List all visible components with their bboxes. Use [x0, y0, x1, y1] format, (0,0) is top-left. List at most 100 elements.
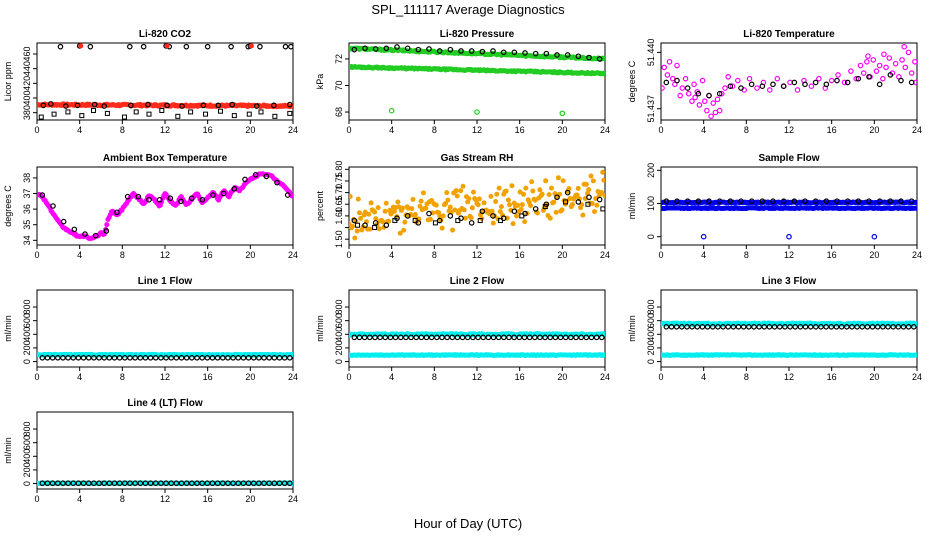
- data-point: [215, 102, 222, 109]
- data-point: [734, 77, 741, 84]
- x-tick-label: 16: [515, 372, 525, 382]
- y-tick-label: 70: [334, 80, 344, 90]
- data-point: [857, 62, 864, 69]
- data-point: [692, 94, 698, 101]
- x-tick-label: 16: [515, 250, 525, 260]
- data-point: [204, 480, 211, 487]
- data-point: [65, 355, 71, 361]
- data-point: [367, 226, 373, 232]
- data-point: [876, 62, 883, 69]
- data-point: [730, 323, 737, 330]
- data-point: [543, 50, 550, 57]
- data-point: [152, 355, 159, 361]
- x-tick-label: 0: [346, 372, 351, 382]
- data-point: [91, 107, 97, 113]
- data-point: [219, 355, 226, 361]
- data-point: [204, 355, 211, 361]
- x-tick-label: 12: [784, 125, 794, 135]
- data-point: [168, 355, 175, 361]
- data-point: [39, 355, 46, 361]
- data-point: [490, 334, 497, 341]
- data-point: [735, 323, 742, 330]
- data-point: [413, 334, 420, 341]
- x-tick-label: 12: [784, 250, 794, 260]
- data-point: [791, 79, 798, 86]
- y-tick-label: 800: [646, 300, 656, 315]
- data-point: [468, 48, 475, 54]
- data-point: [146, 196, 152, 203]
- panel-title: Line 4 (LT) Flow: [127, 398, 203, 409]
- data-point: [498, 204, 504, 210]
- data-point: [542, 204, 548, 210]
- data-point: [122, 480, 128, 487]
- data-point: [855, 198, 862, 204]
- x-tick-label: 20: [869, 125, 879, 135]
- data-point: [547, 334, 554, 341]
- x-tick-label: 24: [912, 125, 922, 135]
- data-point: [256, 480, 262, 487]
- data-point: [560, 178, 566, 184]
- data-point: [586, 187, 592, 193]
- data-point: [864, 58, 870, 65]
- data-point: [468, 220, 475, 226]
- data-point: [447, 46, 454, 53]
- data-point: [802, 198, 808, 204]
- data-point: [394, 44, 400, 50]
- y-tick-label: 600: [334, 313, 344, 328]
- data-point: [599, 189, 605, 195]
- x-tick-label: 12: [784, 372, 794, 382]
- data-point: [163, 355, 169, 361]
- data-point: [395, 199, 401, 205]
- y-tick-label: 35: [22, 220, 32, 230]
- data-point: [256, 355, 262, 361]
- y-tick-label: 0: [646, 234, 656, 239]
- x-tick-label: 24: [600, 372, 610, 382]
- data-point: [528, 203, 534, 209]
- data-point: [383, 45, 390, 52]
- data-point: [477, 218, 483, 224]
- data-point: [39, 480, 46, 487]
- data-point: [738, 198, 744, 204]
- data-point: [96, 355, 102, 361]
- data-point: [158, 480, 164, 487]
- data-point: [695, 198, 702, 204]
- data-point: [490, 48, 496, 54]
- data-point: [531, 334, 538, 341]
- data-point: [685, 90, 692, 97]
- x-tick-label: 0: [658, 250, 663, 260]
- data-point: [54, 480, 61, 487]
- y-tick-label: 0: [334, 359, 344, 364]
- data-point: [844, 198, 851, 204]
- y-tick-label: 38: [22, 173, 32, 183]
- x-tick-label: 20: [245, 494, 255, 504]
- data-point: [873, 68, 880, 74]
- data-point: [282, 43, 289, 50]
- data-point: [178, 480, 185, 487]
- data-point: [355, 222, 361, 228]
- data-point: [250, 355, 257, 361]
- x-tick-label: 16: [515, 125, 525, 135]
- series-hourly: [663, 198, 915, 204]
- data-point: [844, 79, 851, 86]
- data-point: [740, 323, 747, 330]
- data-point: [546, 192, 552, 198]
- y-tick-label: 440: [22, 61, 32, 76]
- x-tick-label: 24: [288, 494, 298, 504]
- data-point: [682, 75, 689, 82]
- data-point: [914, 200, 917, 206]
- data-point: [782, 323, 788, 330]
- data-point: [225, 355, 231, 361]
- series-hourly: [39, 172, 291, 239]
- data-point: [780, 83, 787, 89]
- data-point: [537, 334, 543, 341]
- data-point: [447, 204, 453, 210]
- data-point: [116, 480, 123, 487]
- data-point: [532, 206, 539, 212]
- data-point: [593, 334, 600, 341]
- data-point: [382, 208, 388, 214]
- data-point: [912, 58, 917, 65]
- x-tick-label: 16: [827, 250, 837, 260]
- series-instant-low: [349, 352, 605, 358]
- data-point: [761, 323, 768, 330]
- data-point: [874, 323, 881, 330]
